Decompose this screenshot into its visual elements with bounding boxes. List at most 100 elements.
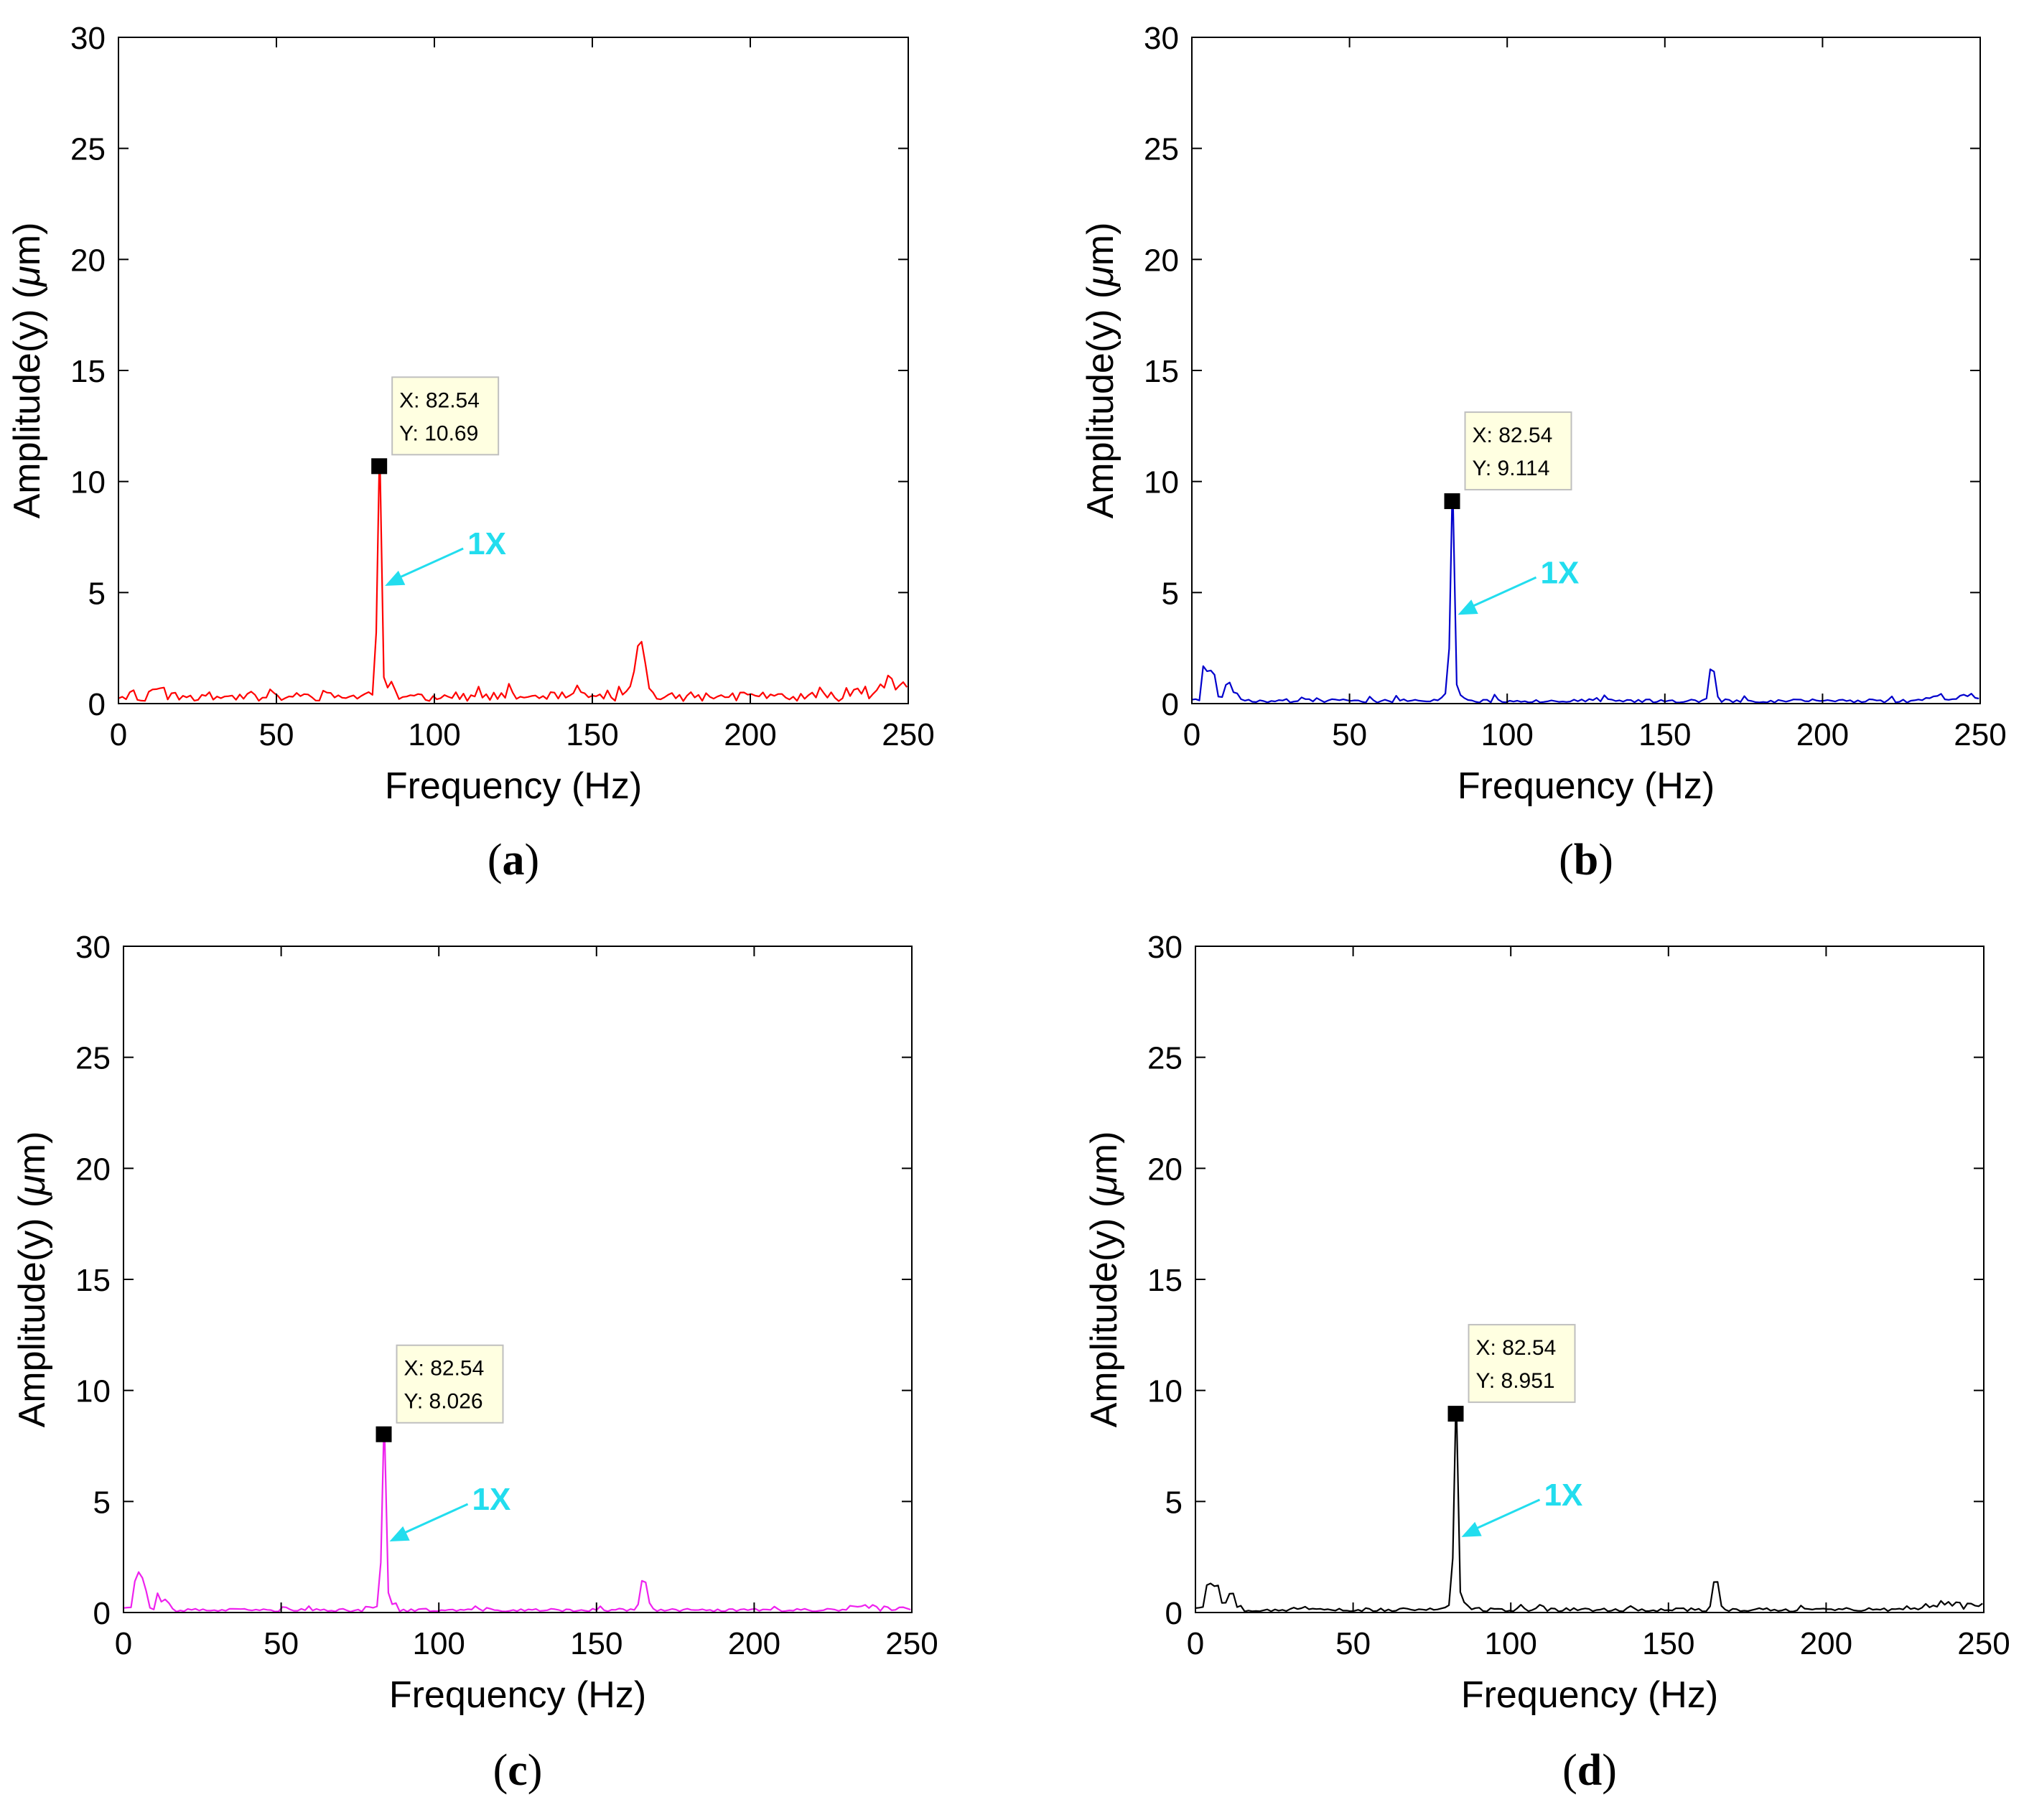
x-tick-label: 200 (724, 717, 776, 752)
panel-b: 0 50 100 150 200 250 0 5 10 15 20 25 30 Frequency (Hz… (1080, 21, 2007, 885)
caption-open-paren: ( (493, 1746, 508, 1795)
panel-caption: (d) (1562, 1746, 1617, 1795)
x-tick-label: 250 (885, 1626, 938, 1661)
y-axis-label-suffix: m) (1080, 223, 1121, 266)
plot-area (123, 946, 912, 1613)
panel-caption: (b) (1559, 836, 1613, 885)
datatip-marker (376, 1426, 392, 1442)
datatip-marker (1444, 493, 1460, 510)
y-axis-label-suffix: m) (11, 1131, 53, 1175)
datatip-marker (371, 458, 388, 475)
y-tick-label: 15 (75, 1263, 111, 1298)
datatip-box (391, 376, 500, 456)
x-tick-label: 150 (566, 717, 618, 752)
annotation-arrow-head (1461, 1521, 1482, 1537)
datatip-x-text: X: 82.54 (1473, 424, 1553, 447)
datatip-marker (1447, 1406, 1464, 1422)
y-tick-label: 15 (1147, 1263, 1183, 1298)
x-tick-label: 100 (1484, 1626, 1536, 1661)
x-axis-label: Frequency (Hz) (1458, 765, 1715, 807)
annotation-1x-label: 1X (467, 526, 506, 561)
x-tick-label: 150 (1642, 1626, 1694, 1661)
y-tick-label: 0 (88, 687, 106, 722)
datatip-y-text: Y: 8.951 (1476, 1369, 1555, 1393)
annotation-arrow-head (1458, 599, 1478, 615)
spectrum-line-b (1191, 500, 1979, 704)
caption-open-paren: ( (1559, 836, 1574, 885)
x-tick-label: 50 (1332, 717, 1367, 752)
plot-area (1192, 37, 1980, 704)
caption-letter: c (508, 1746, 528, 1795)
x-tick-label: 50 (264, 1626, 299, 1661)
x-axis-label: Frequency (Hz) (389, 1674, 646, 1716)
y-axis-label-prefix: Amplitude(y) ( (1083, 1195, 1125, 1427)
y-axis-label-mu: μ (1083, 1175, 1125, 1197)
datatip-x-text: X: 82.54 (404, 1357, 485, 1381)
panel-a: 0 50 100 150 200 250 0 5 10 15 20 25 30 Frequency (Hz… (6, 21, 935, 885)
y-tick-label: 10 (1144, 465, 1179, 500)
spectrum-line-d (1195, 1413, 1983, 1613)
y-axis-label-prefix: Amplitude(y) ( (11, 1195, 53, 1427)
y-tick-label: 0 (93, 1596, 111, 1631)
y-axis-label: Amplitude(y) (μm) (1080, 223, 1121, 519)
datatip-x-text: X: 82.54 (399, 388, 480, 412)
y-tick-label: 15 (70, 354, 106, 389)
x-tick-label: 0 (1183, 717, 1200, 752)
y-tick-label: 30 (1144, 21, 1179, 56)
x-axis-label: Frequency (Hz) (385, 765, 642, 807)
y-axis-label-suffix: m) (6, 223, 48, 266)
y-axis-label-prefix: Amplitude(y) ( (6, 286, 48, 518)
y-tick-label: 30 (75, 930, 111, 965)
panel-d: 0 50 100 150 200 250 0 5 10 15 20 25 30 Frequency (Hz… (1083, 930, 2010, 1795)
datatip-y-text: Y: 8.026 (404, 1390, 483, 1414)
y-axis-label: Amplitude(y) (μm) (1083, 1131, 1125, 1428)
annotation-1x-label: 1X (1541, 555, 1580, 590)
caption-close-paren: ) (528, 1746, 543, 1795)
spectrum-line-c (123, 1433, 911, 1613)
x-tick-label: 100 (412, 1626, 465, 1661)
caption-open-paren: ( (1562, 1746, 1577, 1795)
caption-open-paren: ( (488, 836, 503, 885)
x-tick-label: 150 (570, 1626, 622, 1661)
x-axis-label: Frequency (Hz) (1461, 1674, 1718, 1716)
annotation-1x-label: 1X (472, 1482, 511, 1517)
caption-close-paren: ) (525, 836, 540, 885)
y-tick-label: 10 (75, 1374, 111, 1409)
caption-letter: a (503, 836, 525, 885)
y-tick-label: 5 (93, 1485, 111, 1520)
x-tick-label: 0 (115, 1626, 132, 1661)
annotation-arrow-line (1465, 576, 1537, 610)
panel-caption: (c) (493, 1746, 543, 1795)
x-tick-label: 150 (1638, 717, 1691, 752)
x-tick-label: 100 (1480, 717, 1533, 752)
x-tick-label: 0 (110, 717, 127, 752)
y-tick-label: 20 (1144, 243, 1179, 278)
caption-letter: d (1577, 1746, 1602, 1795)
annotation-arrow-line (393, 547, 464, 582)
y-axis-label: Amplitude(y) (μm) (11, 1131, 53, 1428)
datatip-x-text: X: 82.54 (1476, 1336, 1557, 1360)
panel-caption: (a) (488, 836, 539, 885)
y-tick-label: 25 (75, 1041, 111, 1076)
caption-close-paren: ) (1598, 836, 1613, 885)
y-tick-label: 5 (88, 576, 106, 611)
annotation-arrow-line (1469, 1498, 1541, 1533)
caption-letter: b (1574, 836, 1598, 885)
datatip-box (396, 1344, 504, 1424)
y-tick-label: 25 (70, 132, 106, 167)
x-tick-label: 250 (1954, 717, 2006, 752)
annotation-1x-label: 1X (1544, 1478, 1583, 1513)
y-tick-label: 5 (1165, 1485, 1183, 1520)
x-tick-label: 200 (1796, 717, 1849, 752)
datatip-y-text: Y: 9.114 (1473, 457, 1550, 480)
plot-area (118, 37, 908, 704)
x-tick-label: 200 (1800, 1626, 1852, 1661)
caption-close-paren: ) (1602, 1746, 1617, 1795)
datatip-y-text: Y: 10.69 (399, 421, 478, 445)
y-tick-label: 0 (1162, 687, 1179, 722)
y-axis-label-prefix: Amplitude(y) ( (1080, 286, 1121, 518)
y-tick-label: 10 (1147, 1374, 1183, 1409)
y-tick-label: 5 (1162, 576, 1179, 611)
y-axis-label-mu: μ (6, 266, 48, 288)
